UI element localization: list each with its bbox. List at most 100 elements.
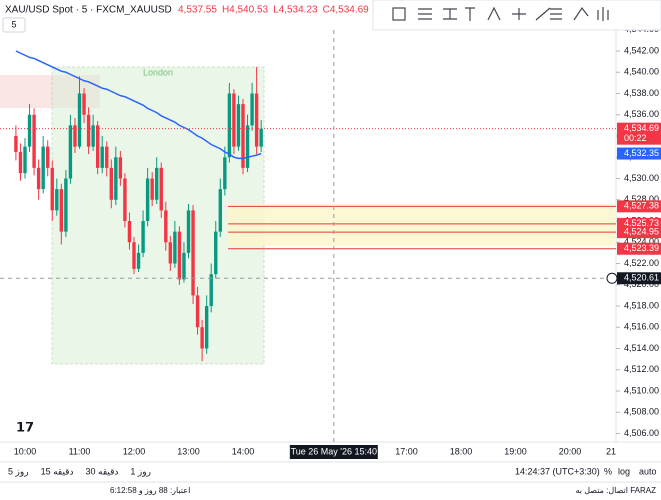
tool-line[interactable]: [535, 7, 551, 21]
tool-fib[interactable]: [418, 8, 432, 20]
percent-toggle[interactable]: %: [604, 466, 612, 476]
tool-path[interactable]: [573, 6, 589, 21]
candle-body: [100, 146, 104, 168]
y-tick-label: 4,506.00: [624, 428, 659, 438]
candle-body: [150, 178, 154, 200]
level-zone: [228, 204, 616, 246]
y-tick-label: 4,518.00: [624, 300, 659, 310]
candle-body: [195, 295, 200, 328]
candle-body: [118, 157, 123, 179]
interval[interactable]: 5: [11, 19, 16, 29]
y-tick-label: 4,512.00: [624, 364, 659, 374]
candle-body: [32, 114, 36, 168]
tool-measure[interactable]: [512, 8, 526, 20]
price-tag-label: 4,523.39: [624, 243, 659, 253]
candle-body: [91, 125, 95, 147]
candle-body: [223, 157, 227, 190]
y-tick-label: 4,516.00: [624, 322, 659, 332]
x-tick-label: 19:00: [504, 446, 527, 456]
clock: 14:24:37 (UTC+3:30): [515, 466, 600, 476]
y-tick-label: 4,514.00: [624, 343, 659, 353]
log-toggle[interactable]: log: [618, 466, 630, 476]
candle-body: [159, 167, 163, 211]
candle-body: [136, 252, 141, 269]
candle-body: [127, 221, 132, 243]
price-tag: [617, 200, 661, 213]
ohlc-value: 4,537.55: [178, 5, 217, 16]
candle-body: [168, 242, 173, 264]
candle-body: [18, 151, 23, 174]
candle-body: [82, 93, 86, 115]
price-tag: [617, 226, 661, 239]
drawing-toolbar: [372, 0, 661, 31]
y-tick-label: 4,524.00: [624, 237, 659, 247]
tool-text[interactable]: [465, 7, 475, 21]
session-label: London: [143, 67, 173, 77]
price-tag-label: 4,520.61: [624, 273, 659, 283]
x-tick-label: 13:00: [177, 446, 200, 456]
ohlc-value: L4,534.23: [273, 5, 318, 16]
price-tag: [617, 147, 661, 160]
candle-body: [214, 231, 218, 275]
candle-body: [27, 114, 32, 147]
candle-body: [191, 210, 195, 296]
interval-option[interactable]: 5 روز: [8, 466, 29, 477]
candle-body: [245, 125, 250, 168]
x-tick-label: 14:00: [232, 446, 255, 456]
x-tick-label: 18:00: [450, 446, 473, 456]
candle-body: [186, 210, 191, 253]
interval-option[interactable]: 30 دقیقه: [85, 466, 118, 476]
x-tick-label: 21: [606, 446, 616, 456]
price-tag-label: 4,525.73: [624, 218, 659, 228]
y-tick-label: 4,510.00: [624, 385, 659, 395]
tool-channel[interactable]: [443, 8, 457, 20]
candle-body: [209, 274, 213, 306]
candle-body: [73, 125, 77, 147]
y-tick-label: 4,522.00: [624, 258, 659, 268]
tool-candles[interactable]: [597, 7, 609, 21]
x-tick-label: 11:00: [69, 446, 91, 456]
symbol: XAU/USD Spot · 5 · FXCM_XAUUSD: [5, 5, 172, 16]
y-tick-label: 4,530.00: [624, 173, 659, 183]
crosshair-plus[interactable]: [606, 272, 618, 284]
candle-body: [86, 114, 91, 147]
interval-button[interactable]: [2, 17, 26, 33]
ohlc-value: C4,534.69: [323, 5, 370, 16]
candle-body: [204, 306, 209, 349]
y-tick-label: 4,542.00: [624, 45, 659, 55]
candle-body: [114, 157, 118, 200]
candle-body: [177, 231, 182, 280]
price-tag-label: 4,527.38: [624, 201, 659, 211]
countdown: 00:22: [624, 133, 647, 143]
candle-body: [236, 104, 241, 147]
tool-list[interactable]: [550, 8, 562, 20]
x-tick-label: 17:00: [395, 446, 418, 456]
candle-body: [105, 146, 109, 168]
candle-body: [55, 189, 59, 211]
price-tag-label: 4,532.35: [624, 148, 659, 158]
interval-option[interactable]: 15 دقیقه: [41, 466, 74, 476]
candle-body: [36, 167, 41, 190]
tv-logo: 𝟭𝟳: [16, 419, 34, 434]
candle-body: [232, 93, 236, 147]
auto-toggle[interactable]: auto: [639, 466, 657, 476]
y-tick-label: 4,528.00: [624, 194, 659, 204]
candle-body: [77, 93, 82, 147]
candle-body: [95, 125, 100, 168]
candle-body: [173, 231, 177, 264]
candle-body: [241, 104, 245, 168]
candle-body: [254, 93, 259, 147]
candle-body: [41, 146, 45, 190]
candle-body: [46, 146, 50, 168]
interval-option[interactable]: 1 روز: [130, 466, 151, 477]
candle-body: [145, 178, 150, 221]
candle-body: [23, 146, 27, 174]
crosshair-time-box: [289, 445, 378, 459]
candle-body: [109, 167, 113, 200]
tool-rect[interactable]: [392, 7, 406, 21]
tool-pattern[interactable]: [487, 6, 501, 21]
x-tick-label: 20:00: [559, 446, 582, 456]
price-tag: [617, 122, 661, 145]
moving-average: [15, 50, 262, 160]
